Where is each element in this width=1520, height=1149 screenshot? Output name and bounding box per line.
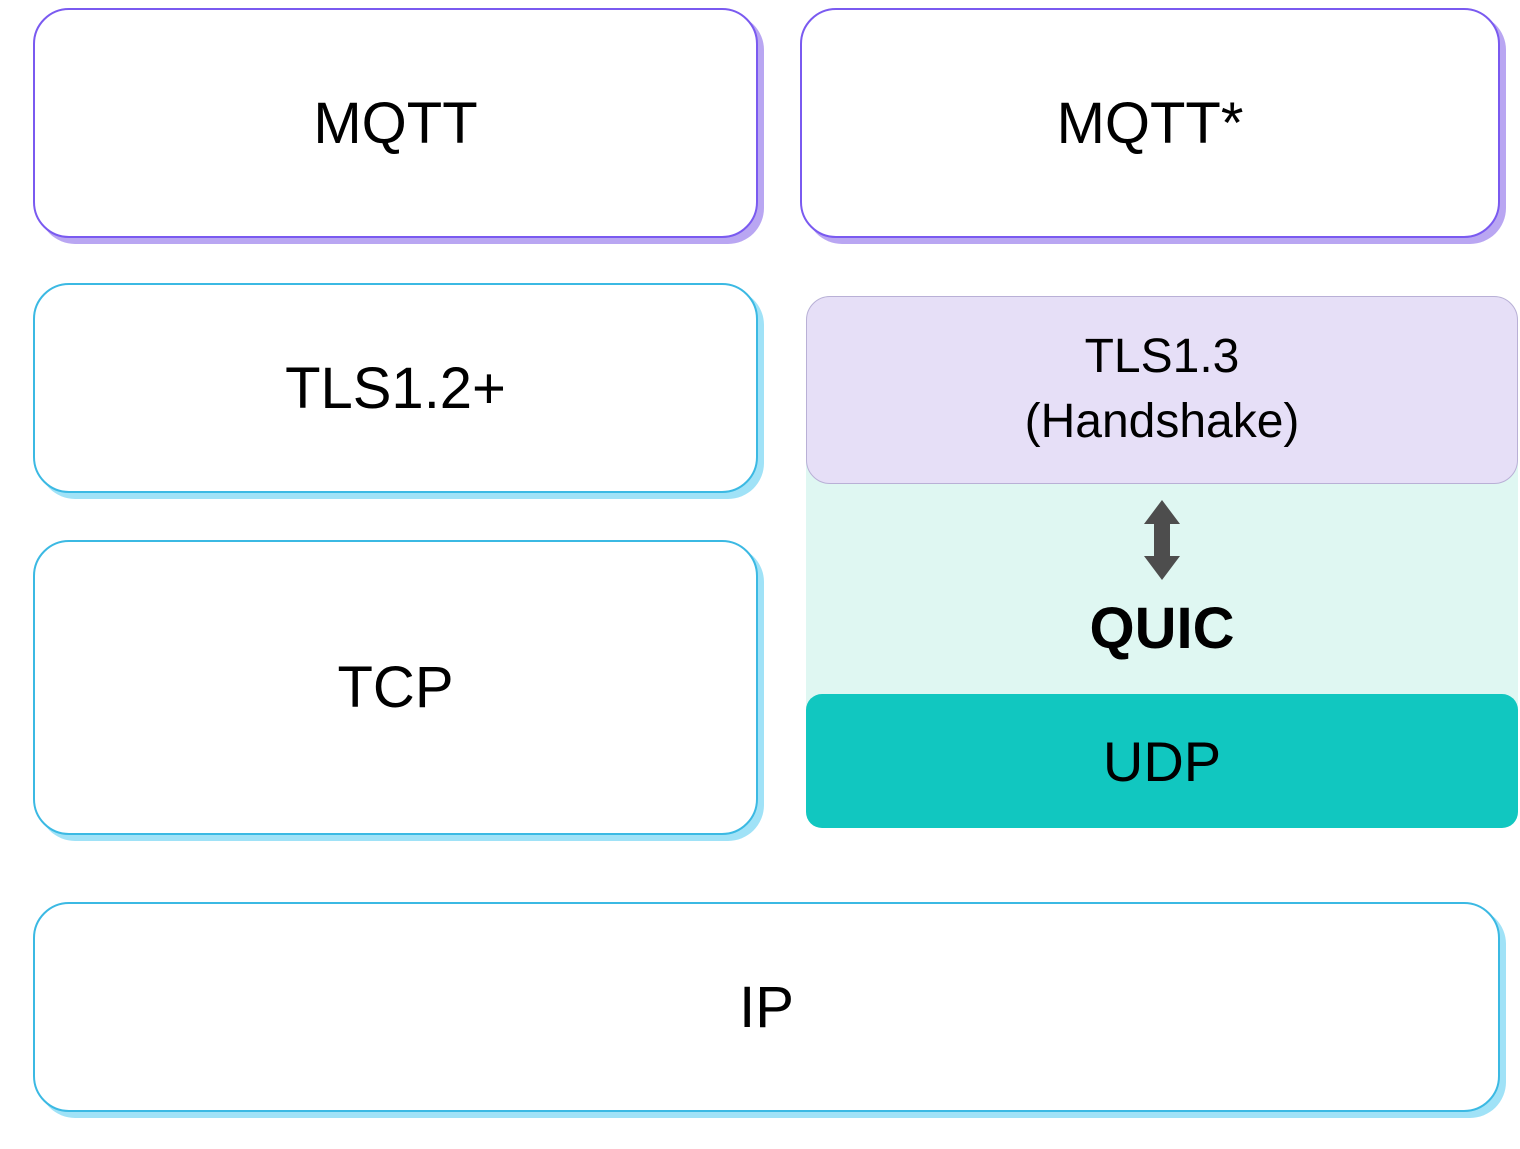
tcp-box: TCP <box>33 540 758 835</box>
tls13-box: TLS1.3(Handshake) <box>806 296 1518 484</box>
quic-label: QUIC <box>806 595 1518 662</box>
tls12-box: TLS1.2+ <box>33 283 758 493</box>
udp-box: UDP <box>806 694 1518 828</box>
mqtt-left-box: MQTT <box>33 8 758 238</box>
ip-box: IP <box>33 902 1500 1112</box>
double-arrow-icon <box>1140 500 1184 580</box>
mqtt-right-box: MQTT* <box>800 8 1500 238</box>
